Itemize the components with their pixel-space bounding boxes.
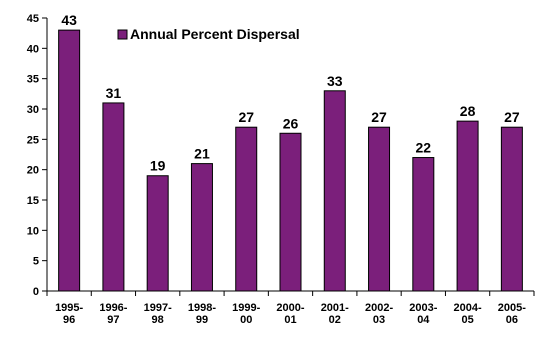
x-tick-label: 2001-02: [321, 302, 349, 326]
y-tick-label: 5: [33, 256, 39, 268]
x-tick-label-line: 2002-: [365, 302, 393, 314]
data-label: 19: [150, 158, 166, 174]
bar: [500, 126, 523, 292]
data-label: 33: [327, 73, 343, 89]
x-tick-label: 2005-06: [498, 302, 526, 326]
x-tick-label: 1998-99: [188, 302, 216, 326]
y-tick-label: 30: [27, 104, 39, 116]
data-label: 28: [460, 103, 476, 119]
x-tick-label-line: 1995-: [55, 302, 83, 314]
data-label: 22: [416, 140, 432, 156]
x-tick-label-line: 04: [417, 314, 430, 326]
y-tick-label: 35: [27, 74, 39, 86]
bar: [235, 126, 258, 292]
x-tick-label-line: 2005-: [498, 302, 526, 314]
x-tick-label: 2004-05: [454, 302, 482, 326]
data-label: 31: [106, 85, 122, 101]
bar: [279, 132, 302, 292]
x-tick-label-line: 98: [152, 314, 164, 326]
x-tick-label-line: 1999-: [232, 302, 260, 314]
data-label: 27: [371, 109, 387, 125]
x-tick-label-line: 96: [63, 314, 75, 326]
x-tick-label: 1999-00: [232, 302, 260, 326]
x-tick-label-line: 2003-: [409, 302, 437, 314]
x-tick-label-line: 03: [373, 314, 385, 326]
x-tick-label-line: 1996-: [99, 302, 127, 314]
x-tick-label-line: 97: [107, 314, 119, 326]
data-label: 26: [283, 115, 299, 131]
legend-swatch: [117, 29, 128, 40]
x-tick-label-line: 02: [329, 314, 341, 326]
x-tick-label: 2003-04: [409, 302, 437, 326]
y-tick-label: 25: [27, 134, 39, 146]
bar: [190, 163, 213, 292]
x-tick-label-line: 99: [196, 314, 208, 326]
x-tick-label: 1995-96: [55, 302, 83, 326]
y-tick-label: 15: [27, 195, 39, 207]
bar: [102, 102, 125, 292]
bar: [58, 29, 81, 292]
x-tick-label: 2000-01: [276, 302, 304, 326]
bar: [146, 175, 169, 292]
y-tick-label: 40: [27, 43, 39, 55]
bar: [368, 126, 391, 292]
data-label: 27: [238, 109, 254, 125]
bar: [456, 120, 479, 292]
x-tick-label-line: 00: [240, 314, 252, 326]
x-tick-label: 1997-98: [144, 302, 172, 326]
x-tick-label: 1996-97: [99, 302, 127, 326]
y-tick-label: 20: [27, 165, 39, 177]
y-tick-label: 0: [33, 286, 39, 298]
legend-label: Annual Percent Dispersal: [130, 26, 300, 42]
x-tick-label-line: 05: [461, 314, 473, 326]
x-tick-label-line: 2001-: [321, 302, 349, 314]
bar: [323, 90, 346, 292]
y-tick-label: 45: [27, 13, 39, 25]
x-tick-label: 2002-03: [365, 302, 393, 326]
data-label: 21: [194, 146, 210, 162]
x-tick-label-line: 2004-: [454, 302, 482, 314]
data-label: 43: [61, 12, 77, 28]
x-tick-label-line: 01: [284, 314, 296, 326]
y-tick-label: 10: [27, 225, 39, 237]
bar: [412, 157, 435, 292]
x-tick-label-line: 06: [506, 314, 518, 326]
x-tick-label-line: 1997-: [144, 302, 172, 314]
x-tick-label-line: 1998-: [188, 302, 216, 314]
x-tick-label-line: 2000-: [276, 302, 304, 314]
data-label: 27: [504, 109, 520, 125]
